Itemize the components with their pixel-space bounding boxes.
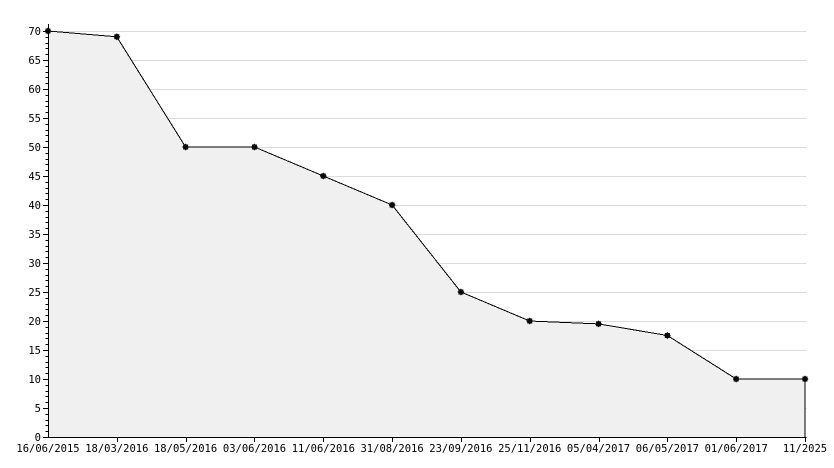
y-tick-label: 0 [35,432,41,444]
x-tick-label: 06/05/2017 [636,443,699,455]
data-point-marker [388,201,396,209]
x-tick-label: 23/09/2016 [429,443,492,455]
y-tick-label: 50 [28,142,41,154]
x-tick-label: 11/2025 [783,443,827,455]
data-point-marker [319,172,327,180]
x-tick-label: 18/03/2016 [85,443,148,455]
x-tick-label: 31/08/2016 [360,443,423,455]
data-point-marker [250,143,258,151]
x-tick-label: 01/06/2017 [705,443,768,455]
x-tick-label: 05/04/2017 [567,443,630,455]
y-tick-label: 35 [28,229,41,241]
y-tick-label: 55 [28,113,41,125]
y-tick-label: 25 [28,287,41,299]
y-tick-label: 30 [28,258,41,270]
x-tick-label: 18/05/2016 [154,443,217,455]
y-tick-label: 45 [28,171,41,183]
x-tick-label: 11/06/2016 [292,443,355,455]
y-tick-label: 65 [28,55,41,67]
y-tick-label: 60 [28,84,41,96]
data-point-marker [663,332,671,339]
x-tick-label: 25/11/2016 [498,443,561,455]
y-tick-label: 10 [28,374,41,386]
data-point-marker [595,320,603,328]
y-tick-label: 5 [35,403,41,415]
y-tick-label: 70 [28,26,41,38]
data-point-marker [182,143,190,151]
x-tick-label: 03/06/2016 [223,443,286,455]
x-tick-label: 16/06/2015 [16,443,79,455]
y-tick-label: 40 [28,200,41,212]
data-point-marker [801,375,809,383]
data-point-marker [113,33,121,41]
data-point-marker [732,375,740,383]
data-point-marker [457,288,465,296]
area-fill [48,31,805,437]
data-point-marker [526,317,534,325]
y-tick-label: 20 [28,316,41,328]
y-tick-label: 15 [28,345,41,357]
